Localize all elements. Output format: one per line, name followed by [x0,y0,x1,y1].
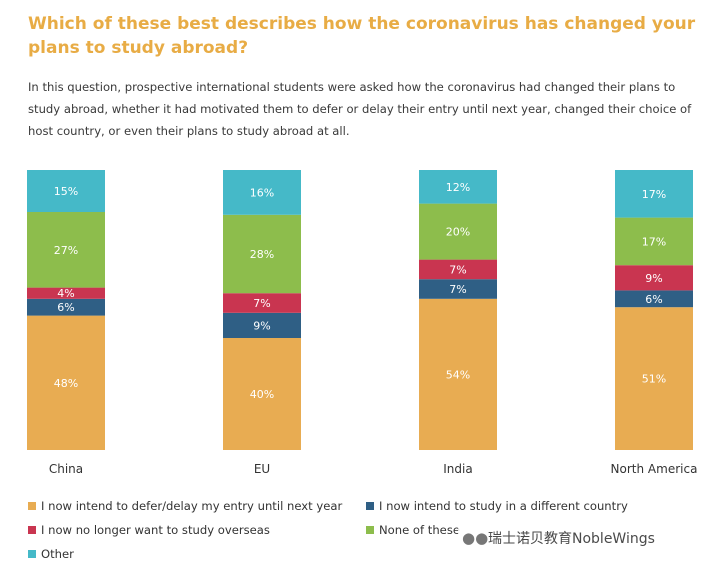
category-label-china: China [48,462,84,476]
data-label-china-series-2: 4% [57,287,74,300]
bar-eu-series-1 [223,312,301,338]
data-label-china-series-4: 15% [54,185,78,198]
bar-north-america-series-3 [615,217,693,266]
bar-china-series-1 [27,298,105,316]
bar-india-series-4 [419,170,497,204]
data-label-india-series-2: 7% [449,263,466,276]
data-label-china-series-3: 27% [54,244,78,257]
bar-eu-series-0 [223,338,301,450]
legend-label-defer: I now intend to defer/delay my entry unt… [41,499,343,513]
data-label-eu-series-0: 40% [250,388,274,401]
legend-label-no-longer: I now no longer want to study overseas [41,523,270,537]
chart-title: Which of these best describes how the co… [28,14,696,58]
legend-swatch-other [28,550,36,558]
bar-india-series-3 [419,203,497,260]
legend-swatch-different-country [366,502,374,510]
legend-label-other: Other [41,547,74,561]
bar-china-series-2 [27,287,105,299]
legend-swatch-none [366,526,374,534]
bar-eu-series-3 [223,214,301,294]
stacked-bar-chart: 48%6%4%27%15%40%9%7%28%16%54%7%7%20%12%5… [27,170,693,450]
category-label-india: India [443,462,473,476]
bar-north-america-series-0 [615,307,693,450]
category-label-north-america: North America [610,462,698,476]
bar-china-series-0 [27,315,105,450]
data-label-north-america-series-3: 17% [642,235,666,248]
bar-china-series-3 [27,212,105,288]
data-label-india-series-1: 7% [449,283,466,296]
bar-india-series-1 [419,279,497,299]
bar-north-america-series-4 [615,170,693,218]
data-label-north-america-series-0: 51% [642,373,666,386]
chart-description: In this question, prospective internatio… [28,80,692,138]
bar-eu-series-4 [223,170,301,215]
watermark-text: 瑞士诺贝教育NobleWings [488,531,655,547]
data-label-eu-series-1: 9% [253,319,270,332]
data-label-eu-series-3: 28% [250,248,274,261]
data-label-india-series-0: 54% [446,368,470,381]
bar-india-series-2 [419,259,497,280]
legend-item-no-longer: I now no longer want to study overseas [28,523,270,537]
bar-north-america-series-1 [615,290,693,308]
bar-china-series-4 [27,170,105,212]
legend-item-different-country: I now intend to study in a different cou… [366,499,628,513]
data-label-north-america-series-4: 17% [642,188,666,201]
legend-swatch-defer [28,502,36,510]
legend-swatch-no-longer [28,526,36,534]
data-label-china-series-1: 6% [57,301,74,314]
legend-label-none: None of these [379,523,460,537]
legend-label-different-country: I now intend to study in a different cou… [379,499,628,513]
data-label-china-series-0: 48% [54,377,78,390]
data-label-india-series-4: 12% [446,181,470,194]
legend-item-other: Other [28,547,74,561]
legend-item-defer: I now intend to defer/delay my entry unt… [28,499,342,513]
data-label-eu-series-4: 16% [250,186,274,199]
data-label-north-america-series-2: 9% [645,272,662,285]
watermark: ●●瑞士诺贝教育NobleWings [458,526,659,550]
wechat-icon: ●● [462,529,489,547]
data-label-india-series-3: 20% [446,226,470,239]
bar-eu-series-2 [223,293,301,313]
category-label-eu: EU [253,462,271,476]
bar-north-america-series-2 [615,265,693,291]
data-label-north-america-series-1: 6% [645,293,662,306]
data-label-eu-series-2: 7% [253,297,270,310]
legend-item-none: None of these [366,523,460,537]
bar-india-series-0 [419,298,497,450]
